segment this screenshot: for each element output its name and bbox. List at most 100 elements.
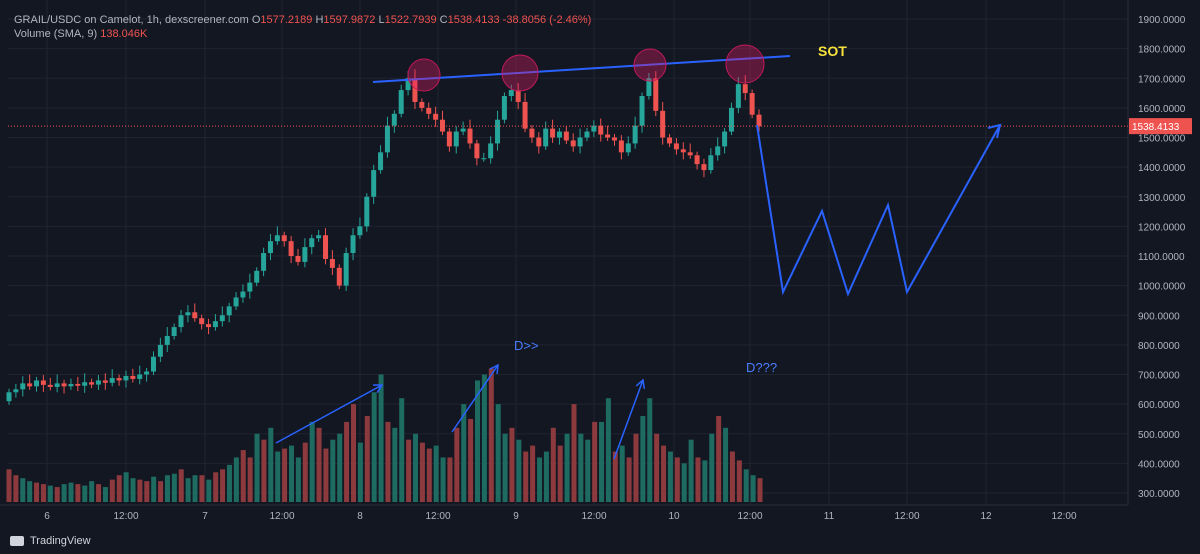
volume-bar bbox=[89, 481, 95, 502]
candle-body bbox=[543, 128, 549, 147]
volume-bar bbox=[592, 421, 598, 502]
candle-body bbox=[378, 152, 384, 171]
volume-bar bbox=[288, 445, 294, 502]
candle-body bbox=[618, 140, 624, 153]
candle-body bbox=[116, 378, 122, 381]
volume-bar bbox=[47, 485, 53, 502]
candle-body bbox=[274, 235, 280, 242]
candle-body bbox=[708, 155, 714, 171]
last-price-label: 1538.4133 bbox=[1132, 122, 1180, 133]
candle-body bbox=[171, 327, 177, 336]
candle-body bbox=[281, 235, 287, 242]
volume-bar bbox=[406, 439, 412, 502]
volume-bar bbox=[750, 475, 756, 502]
top-highlight-circle bbox=[725, 44, 765, 84]
candle-body bbox=[639, 96, 645, 126]
volume-bar bbox=[647, 398, 653, 502]
candle-body bbox=[309, 238, 315, 248]
volume-header: Volume (SMA, 9) 138.046K bbox=[14, 28, 147, 40]
volume-bar bbox=[661, 445, 667, 502]
volume-bar bbox=[543, 451, 549, 502]
volume-bar bbox=[261, 439, 267, 502]
candle-body bbox=[412, 78, 418, 102]
volume-bar bbox=[96, 484, 102, 502]
volume-bar bbox=[392, 427, 398, 502]
volume-bar bbox=[578, 433, 584, 502]
volume-bar bbox=[564, 433, 570, 502]
candle-body bbox=[102, 380, 108, 383]
volume-bar bbox=[220, 469, 226, 502]
volume-bar bbox=[516, 439, 522, 502]
volume-bar bbox=[171, 473, 177, 502]
candle-body bbox=[460, 128, 466, 132]
price-tick-label: 1300.0000 bbox=[1138, 193, 1186, 204]
volume-bar bbox=[757, 478, 763, 502]
low-label: L bbox=[378, 14, 385, 26]
candle-body bbox=[61, 383, 67, 387]
volume-bar bbox=[337, 433, 343, 502]
candle-body bbox=[288, 241, 294, 256]
volume-bar bbox=[20, 478, 26, 502]
volume-bar bbox=[164, 475, 170, 502]
volume-bar bbox=[275, 451, 281, 502]
candle-body bbox=[742, 84, 748, 94]
candle-body bbox=[206, 324, 212, 328]
candle-body bbox=[6, 392, 12, 402]
candle-body bbox=[343, 253, 349, 286]
price-tick-label: 1800.0000 bbox=[1138, 45, 1186, 56]
candle-body bbox=[144, 371, 150, 375]
candle-body bbox=[667, 137, 673, 144]
volume-bar bbox=[144, 481, 150, 502]
candle-body bbox=[446, 131, 452, 147]
time-tick-label: 12:00 bbox=[1051, 511, 1076, 522]
arrowhead bbox=[372, 384, 384, 393]
candle-body bbox=[694, 155, 700, 165]
candle-body bbox=[329, 258, 335, 268]
candle-body bbox=[267, 241, 273, 254]
volume-bar bbox=[206, 479, 212, 502]
volume-bar bbox=[468, 418, 474, 502]
volume-bar bbox=[688, 439, 694, 502]
candle-body bbox=[212, 321, 218, 328]
volume-bar bbox=[530, 445, 536, 502]
volume-bar bbox=[612, 451, 618, 502]
time-tick-label: 12:00 bbox=[269, 511, 294, 522]
price-tick-label: 1900.0000 bbox=[1138, 15, 1186, 26]
candle-body bbox=[501, 96, 507, 120]
volume-bar bbox=[523, 451, 529, 502]
candle-body bbox=[233, 297, 239, 307]
volume-bar bbox=[419, 442, 425, 502]
price-tick-label: 1500.0000 bbox=[1138, 134, 1186, 145]
d-annotation: D>> bbox=[514, 338, 539, 353]
candle-body bbox=[680, 149, 686, 153]
candle-body bbox=[439, 119, 445, 132]
tradingview-brand[interactable]: TradingView bbox=[10, 535, 91, 547]
volume-bar bbox=[226, 464, 232, 502]
volume-bar bbox=[254, 433, 260, 502]
volume-bar bbox=[34, 482, 40, 502]
candle-body bbox=[646, 78, 652, 97]
volume-bar bbox=[233, 457, 239, 502]
volume-bar bbox=[240, 450, 246, 502]
candle-body bbox=[749, 93, 755, 115]
candle-body bbox=[632, 125, 638, 144]
volume-bar bbox=[40, 484, 46, 502]
volume-bar bbox=[674, 457, 680, 502]
volume-bar bbox=[433, 445, 439, 502]
price-tick-label: 400.0000 bbox=[1138, 459, 1180, 470]
candle-body bbox=[474, 143, 480, 159]
candle-body bbox=[199, 318, 205, 325]
volume-bar bbox=[371, 392, 377, 502]
candle-body bbox=[192, 312, 198, 319]
candle-body bbox=[364, 196, 370, 227]
volume-bar bbox=[723, 427, 729, 502]
candle-body bbox=[756, 114, 762, 127]
time-tick-label: 7 bbox=[202, 511, 208, 522]
volume-bar bbox=[247, 457, 253, 502]
volume-bar bbox=[130, 478, 136, 502]
volume-bar bbox=[413, 433, 419, 502]
arrowhead bbox=[489, 363, 499, 375]
candle-body bbox=[357, 226, 363, 236]
volume-bar bbox=[295, 457, 301, 502]
